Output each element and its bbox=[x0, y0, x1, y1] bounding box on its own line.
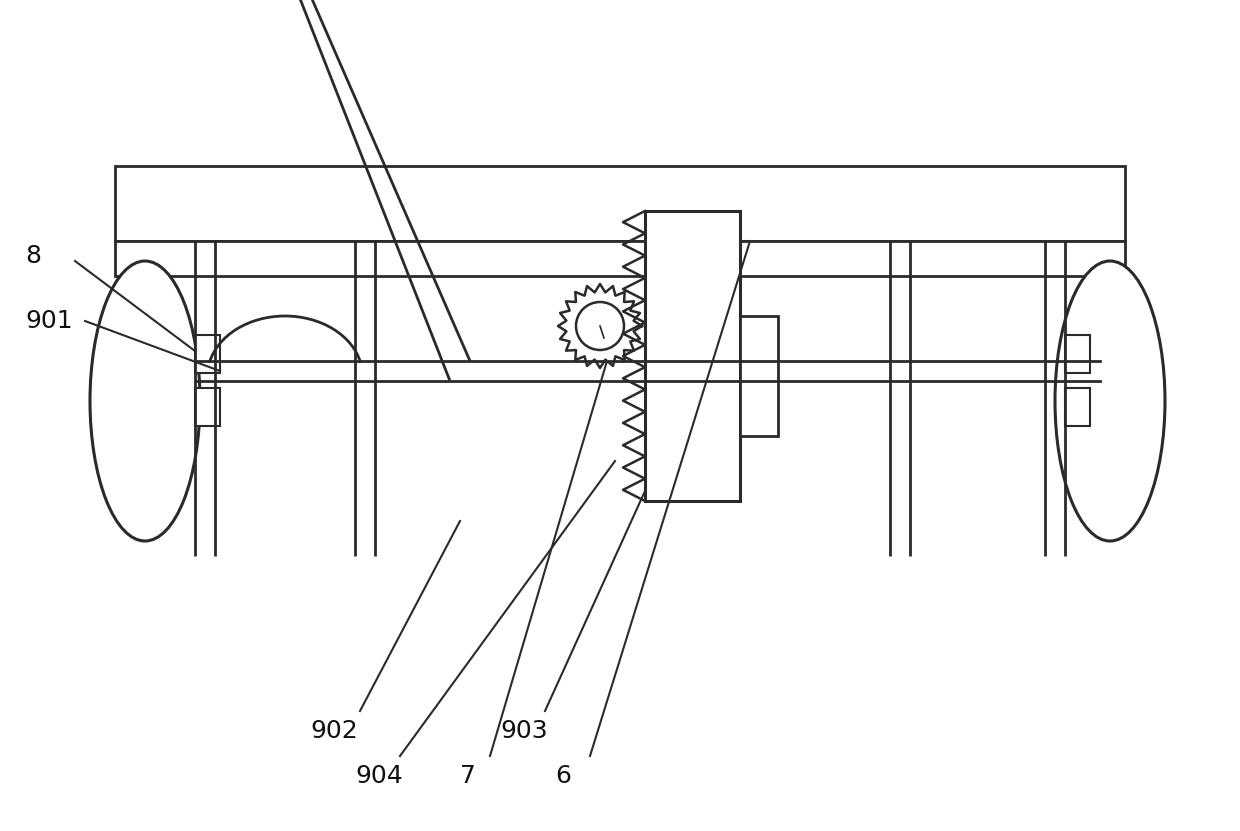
Ellipse shape bbox=[91, 261, 200, 541]
Bar bbox=[115, 241, 1125, 276]
Text: 6: 6 bbox=[556, 764, 570, 788]
Bar bbox=[195, 388, 219, 426]
Text: 902: 902 bbox=[310, 719, 358, 743]
Bar bbox=[115, 166, 1125, 241]
Text: 904: 904 bbox=[355, 764, 403, 788]
Text: 7: 7 bbox=[460, 764, 476, 788]
Circle shape bbox=[577, 302, 624, 350]
Bar bbox=[645, 211, 740, 501]
Text: 901: 901 bbox=[25, 309, 73, 333]
Text: 903: 903 bbox=[500, 719, 548, 743]
Bar bbox=[1065, 335, 1090, 373]
Bar bbox=[740, 316, 777, 436]
Bar bbox=[195, 335, 219, 373]
Text: 8: 8 bbox=[25, 244, 41, 268]
Ellipse shape bbox=[1055, 261, 1166, 541]
Bar bbox=[1065, 388, 1090, 426]
